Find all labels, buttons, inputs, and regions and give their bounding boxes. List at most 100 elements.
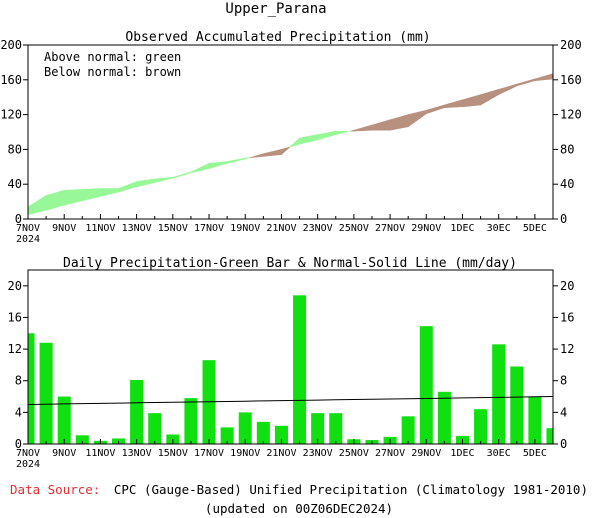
y-tick-label-left: 16 [8, 310, 22, 324]
y-tick-label-left: 0 [15, 212, 22, 226]
y-tick-label-right: 40 [560, 177, 574, 191]
above-normal-area [100, 188, 119, 197]
x-tick-label: 27NOV [375, 448, 405, 459]
below-normal-area [389, 114, 409, 131]
below-normal-area [350, 129, 355, 132]
x-tick-label: 7NOV [16, 448, 40, 459]
y-tick-label-left: 12 [8, 342, 22, 356]
y-tick-label-left: 80 [8, 142, 22, 156]
below-normal-area [498, 83, 518, 96]
below-normal-area [516, 78, 536, 87]
x-tick-label: 1DEC [450, 223, 474, 234]
below-normal-area [249, 153, 264, 158]
data-source-line: Data Source: CPC (Gauge-Based) Unified P… [10, 482, 588, 497]
x-tick-label: 19NOV [230, 223, 260, 234]
above-normal-area [136, 178, 156, 188]
daily-precip-bar [39, 342, 53, 444]
above-normal-area [45, 189, 65, 211]
x-tick-label: 9NOV [52, 448, 76, 459]
daily-precip-bar [546, 428, 553, 444]
x-tick-label: 7NOV [16, 223, 40, 234]
daily-chart-title: Daily Precipitation-Green Bar & Normal-S… [63, 256, 517, 271]
daily-precip-bar [293, 295, 307, 444]
y-tick-label-left: 4 [15, 405, 22, 419]
y-tick-label-right: 120 [560, 108, 582, 122]
daily-axes: 0 0 4 4 8 8 12 12 16 16 20 20 7NOV 9NOV 11NOV 13NOV 15NO… [8, 279, 575, 470]
daily-precip-bar [437, 391, 451, 444]
y-tick-label-left: 120 [0, 108, 22, 122]
daily-precip-bar [75, 435, 89, 444]
x-tick-label: 13NOV [122, 223, 152, 234]
daily-precip-bar [57, 396, 71, 444]
y-tick-label-right: 0 [560, 212, 567, 226]
y-tick-label-right: 16 [560, 310, 574, 324]
x-tick-label: 29NOV [411, 223, 441, 234]
below-normal-area [263, 149, 282, 157]
x-tick-label: 5DEC [523, 223, 547, 234]
daily-precip-bar [401, 416, 415, 444]
y-tick-label-left: 0 [15, 437, 22, 451]
below-normal-note: Below normal: brown [44, 65, 181, 79]
below-normal-area [353, 124, 373, 132]
below-normal-area [425, 104, 445, 115]
below-normal-area [407, 109, 427, 128]
y-tick-label-right: 4 [560, 405, 567, 419]
above-normal-area [335, 130, 351, 135]
x-tick-label: 1DEC [450, 448, 474, 459]
below-normal-area [444, 99, 463, 108]
y-tick-label-left: 20 [8, 279, 22, 293]
daily-precip-bar [492, 344, 506, 444]
daily-precip-bar [510, 366, 524, 444]
accumulated-chart-title: Observed Accumulated Precipitation (mm) [125, 30, 430, 45]
x-tick-label: 25NOV [339, 223, 369, 234]
below-normal-area [534, 73, 554, 82]
x-tick-label: 17NOV [194, 448, 224, 459]
daily-precip-bar [184, 398, 198, 444]
below-normal-area [371, 119, 391, 131]
daily-precip-bar [311, 413, 325, 444]
x-tick-label: 30EC [487, 448, 511, 459]
x-tick-label: 11NOV [85, 223, 115, 234]
data-source-text: CPC (Gauge-Based) Unified Precipitation … [114, 482, 588, 497]
above-normal-area [154, 176, 174, 183]
above-normal-note: Above normal: green [44, 50, 181, 64]
daily-precip-bar [474, 409, 488, 444]
above-normal-area [244, 157, 250, 160]
main-title: Upper_Parana [225, 1, 326, 17]
above-normal-area [208, 161, 228, 169]
above-normal-area [63, 189, 83, 206]
y-tick-label-right: 12 [560, 342, 574, 356]
above-normal-area [299, 134, 318, 145]
y-tick-label-left: 200 [0, 38, 22, 52]
below-normal-area [281, 146, 291, 156]
daily-precip-bar [528, 396, 542, 444]
x-tick-label: 15NOV [158, 223, 188, 234]
y-tick-label-right: 160 [560, 73, 582, 87]
y-tick-label-right: 80 [560, 142, 574, 156]
data-source-label: Data Source: [10, 482, 100, 497]
daily-precip-bar [220, 427, 234, 444]
accumulated-plot-frame [27, 44, 554, 220]
y-tick-label-right: 0 [560, 437, 567, 451]
x-tick-label: 30EC [487, 223, 511, 234]
accumulated-series-group [27, 73, 554, 216]
x-tick-label: 23NOV [303, 223, 333, 234]
above-normal-area [226, 157, 246, 164]
above-normal-area [82, 188, 101, 202]
x-tick-year-label: 2024 [16, 459, 40, 470]
updated-note: (updated on 00Z06DEC2024) [205, 501, 393, 516]
daily-precip-bar [256, 421, 270, 444]
normal-line [27, 396, 554, 405]
daily-precip-bar [28, 333, 35, 444]
daily-precip-bar [130, 379, 144, 444]
above-normal-area [118, 181, 137, 193]
x-tick-label: 23NOV [303, 448, 333, 459]
x-tick-label: 29NOV [411, 448, 441, 459]
x-tick-label: 13NOV [122, 448, 152, 459]
daily-plot-frame [27, 269, 554, 445]
daily-precip-bar [329, 413, 343, 444]
x-tick-label: 21NOV [266, 448, 296, 459]
above-normal-area [289, 137, 300, 148]
above-normal-area [317, 130, 337, 141]
y-tick-label-right: 8 [560, 374, 567, 388]
